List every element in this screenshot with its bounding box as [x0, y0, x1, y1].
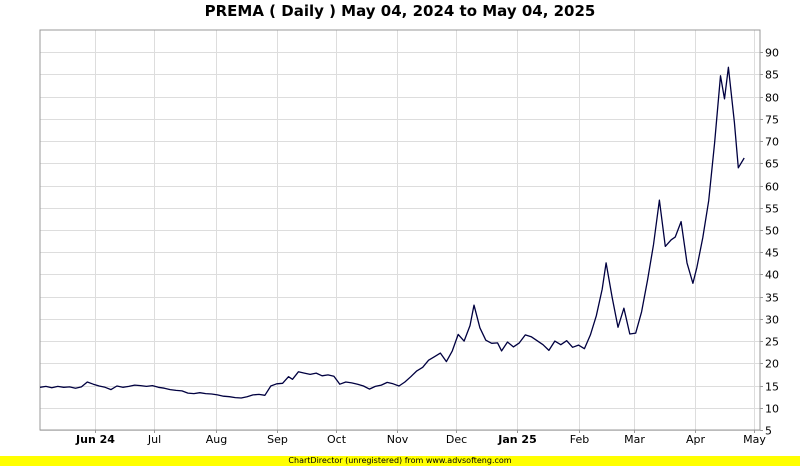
- y-tick-label: 75: [765, 114, 779, 127]
- y-tick-label: 85: [765, 69, 779, 82]
- x-tick-label: Apr: [686, 433, 706, 446]
- y-tick-label: 10: [765, 403, 779, 416]
- y-tick-label: 70: [765, 136, 779, 149]
- y-tick-label: 25: [765, 336, 779, 349]
- x-tick-label: Feb: [570, 433, 589, 446]
- x-tick-label: Jun 24: [75, 433, 115, 446]
- y-tick-label: 80: [765, 92, 779, 105]
- y-tick-label: 55: [765, 203, 779, 216]
- y-tick-label: 60: [765, 181, 779, 194]
- x-axis: Jun 24 Jul Aug Sep Oct Nov Dec Jan 25 Feb Mar Apr M…: [75, 430, 766, 446]
- x-tick-label: Jul: [147, 433, 161, 446]
- y-tick-label: 5: [765, 425, 772, 438]
- y-axis: 5 10 15 20 25 30 35 40 45 50 55 60 65 70 75 80 85 90: [760, 47, 779, 438]
- x-tick-label: Dec: [446, 433, 467, 446]
- grid-lines: [40, 30, 760, 431]
- x-tick-label: May: [743, 433, 766, 446]
- y-tick-label: 45: [765, 247, 779, 260]
- y-tick-label: 15: [765, 381, 779, 394]
- y-tick-label: 30: [765, 314, 779, 327]
- x-tick-label: Aug: [206, 433, 227, 446]
- y-tick-label: 40: [765, 269, 779, 282]
- y-tick-label: 20: [765, 358, 779, 371]
- x-tick-label: Mar: [624, 433, 645, 446]
- y-tick-label: 90: [765, 47, 779, 60]
- price-series-line: [39, 66, 745, 399]
- footer-text: ChartDirector (unregistered) from www.ad…: [288, 456, 512, 465]
- x-tick-label: Nov: [387, 433, 409, 446]
- y-tick-label: 50: [765, 225, 779, 238]
- footer-banner: ChartDirector (unregistered) from www.ad…: [0, 456, 800, 466]
- x-tick-label: Jan 25: [497, 433, 536, 446]
- x-tick-label: Sep: [267, 433, 288, 446]
- x-tick-label: Oct: [327, 433, 347, 446]
- y-tick-label: 65: [765, 158, 779, 171]
- chart-title: PREMA ( Daily ) May 04, 2024 to May 04, …: [204, 2, 596, 20]
- y-tick-label: 35: [765, 292, 779, 305]
